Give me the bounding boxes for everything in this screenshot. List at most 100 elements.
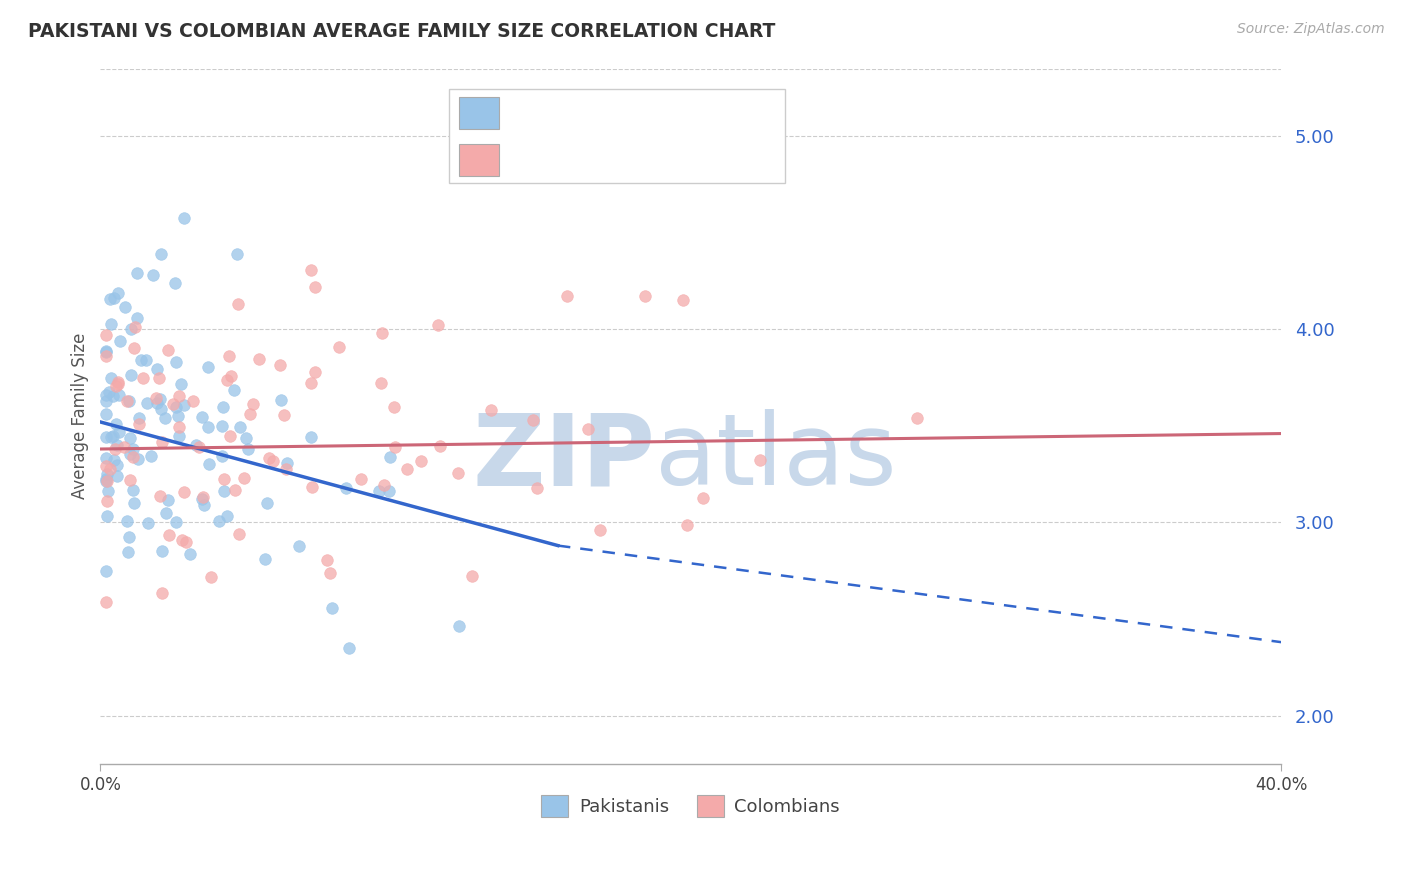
Point (98, 461, 121, 475)
Point (163, 276, 186, 290)
Point (162, 397, 184, 411)
Point (146, 362, 169, 376)
Point (748, 453, 770, 467)
Point (120, 431, 142, 445)
Point (233, 471, 256, 485)
Point (105, 458, 128, 472)
Point (197, 419, 219, 434)
Point (276, 456, 298, 470)
Point (676, 517, 699, 532)
Point (191, 491, 214, 506)
Point (96, 459, 118, 474)
Point (96, 344, 118, 359)
Point (287, 539, 309, 553)
Point (219, 369, 242, 384)
Point (139, 450, 162, 464)
Point (378, 483, 401, 498)
Point (127, 452, 149, 467)
Point (120, 322, 142, 336)
Point (96, 472, 118, 486)
Point (108, 334, 131, 348)
Point (172, 533, 194, 548)
Point (107, 375, 129, 389)
Point (301, 480, 323, 494)
Point (299, 376, 322, 390)
Point (118, 394, 141, 409)
Point (107, 388, 129, 402)
Point (395, 462, 418, 476)
Point (104, 442, 127, 457)
Point (173, 485, 195, 500)
Point (96, 349, 118, 363)
Point (96, 508, 118, 523)
Point (276, 462, 298, 476)
Point (226, 247, 249, 261)
Point (299, 262, 322, 277)
Point (671, 293, 693, 307)
Point (101, 429, 124, 443)
Point (259, 451, 281, 466)
Point (96, 494, 118, 508)
Point (299, 430, 322, 444)
Point (125, 266, 148, 280)
Point (378, 450, 401, 465)
Point (100, 430, 122, 444)
Point (634, 289, 657, 303)
Text: Source: ZipAtlas.com: Source: ZipAtlas.com (1237, 22, 1385, 37)
Point (122, 495, 145, 509)
Point (150, 402, 173, 417)
Point (270, 393, 292, 408)
Point (153, 410, 176, 425)
Point (136, 396, 159, 410)
Point (239, 408, 262, 422)
Point (97, 483, 120, 498)
Point (262, 454, 284, 468)
Point (229, 419, 252, 434)
Point (165, 400, 187, 414)
Point (122, 341, 145, 355)
Point (426, 318, 449, 332)
Point (200, 569, 222, 583)
Point (105, 468, 128, 483)
Point (461, 569, 484, 583)
Point (167, 429, 190, 443)
Point (373, 478, 395, 492)
Point (96, 595, 118, 609)
Point (337, 641, 360, 656)
Point (96, 451, 118, 466)
Point (335, 481, 357, 495)
Point (96, 408, 118, 422)
Point (370, 376, 392, 391)
Point (103, 291, 125, 305)
Point (217, 509, 239, 524)
Point (125, 311, 148, 326)
Point (128, 410, 150, 425)
Point (409, 454, 432, 468)
Point (589, 523, 612, 537)
Point (156, 343, 179, 357)
Y-axis label: Average Family Size: Average Family Size (72, 333, 89, 500)
Point (107, 377, 129, 392)
Point (120, 447, 142, 461)
Legend: Pakistanis, Colombians: Pakistanis, Colombians (534, 788, 848, 824)
Point (273, 409, 295, 423)
Point (121, 483, 143, 497)
Point (197, 360, 219, 375)
Point (211, 449, 233, 463)
Point (217, 373, 239, 387)
Point (135, 353, 157, 368)
Point (117, 545, 139, 559)
Text: ZIP: ZIP (472, 409, 655, 507)
Point (304, 365, 326, 379)
Point (112, 440, 135, 454)
Point (148, 370, 170, 384)
Point (321, 600, 343, 615)
Point (150, 247, 173, 261)
Point (96, 388, 118, 402)
Point (100, 317, 122, 331)
Point (316, 553, 339, 567)
Point (211, 401, 233, 415)
Point (188, 440, 211, 454)
Point (191, 410, 214, 425)
Text: atlas: atlas (655, 409, 897, 507)
